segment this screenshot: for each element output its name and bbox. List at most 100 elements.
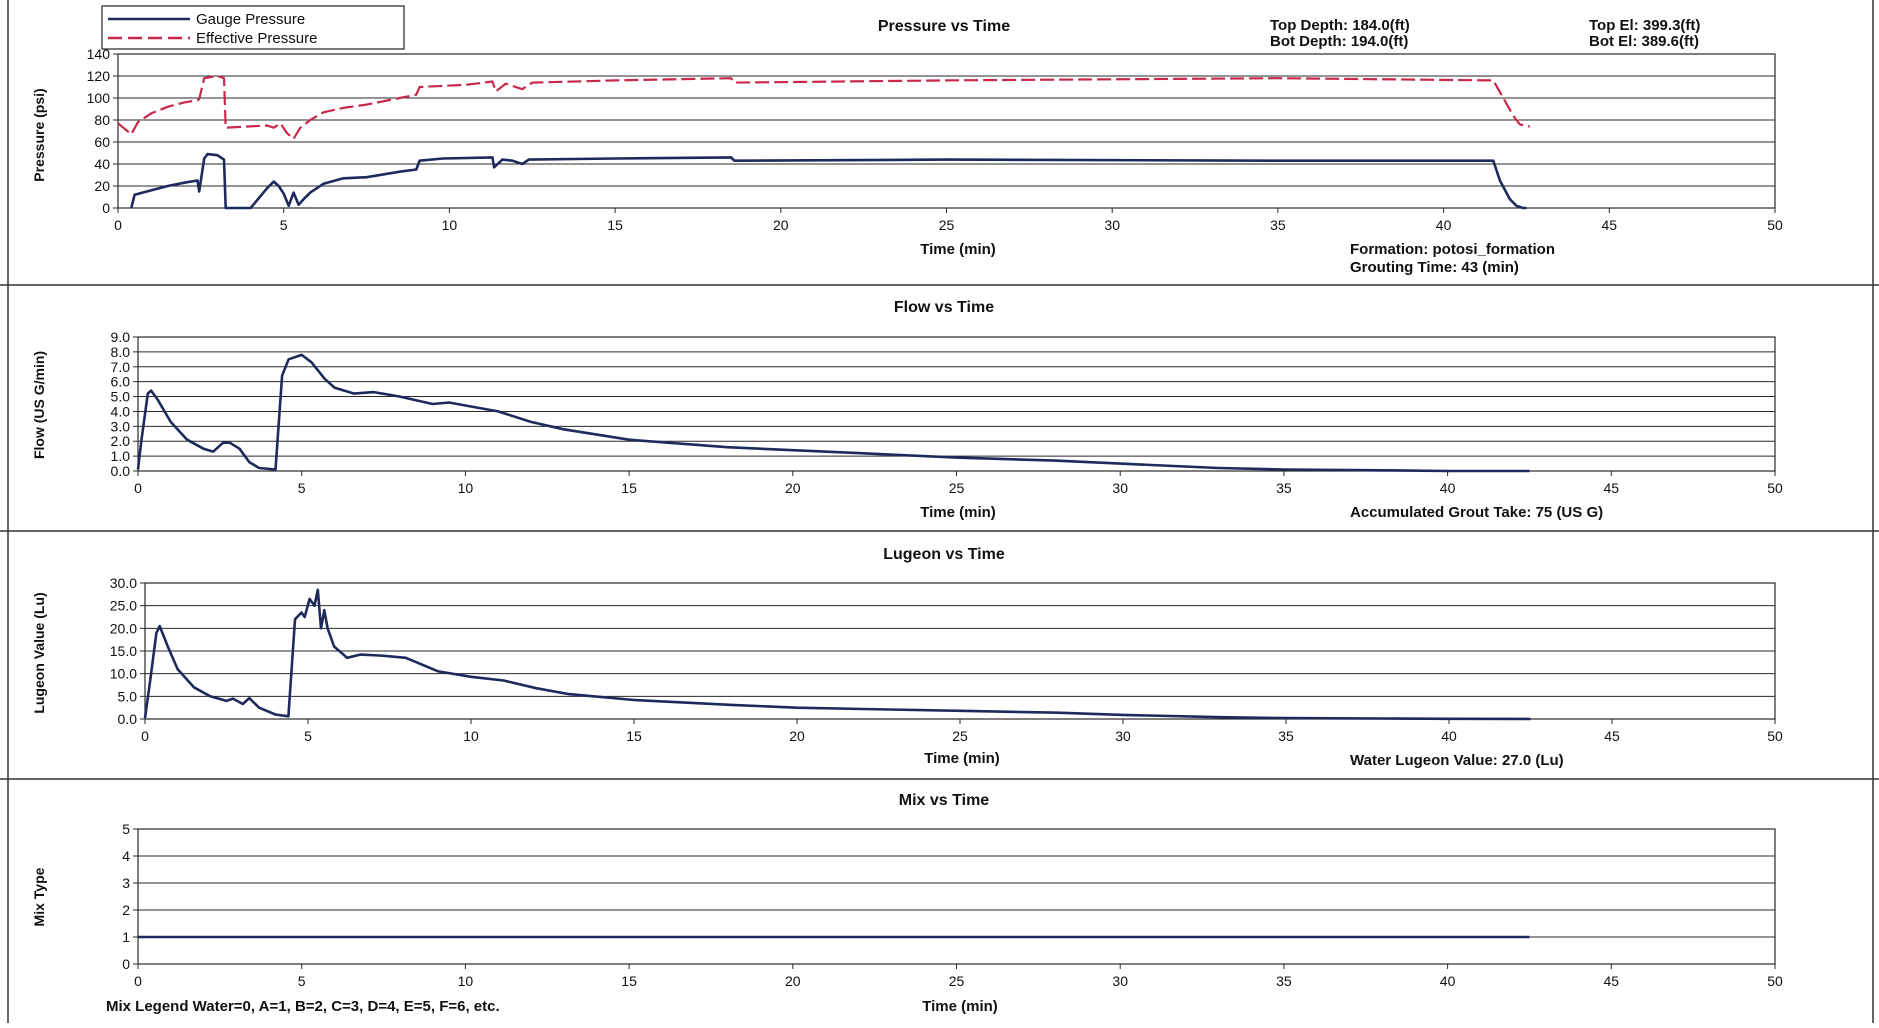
y-tick-label: 3 (122, 875, 130, 891)
y-tick-label: 20.0 (110, 620, 137, 636)
y-tick-label: 5.0 (118, 688, 138, 704)
y-tick-label: 10.0 (110, 666, 137, 682)
x-tick-label: 35 (1270, 217, 1286, 233)
x-tick-label: 45 (1604, 973, 1620, 989)
y-tick-label: 60 (94, 134, 110, 150)
y-tick-label: 5 (122, 821, 130, 837)
y-tick-label: 1.0 (111, 448, 131, 464)
x-tick-label: 30 (1112, 480, 1128, 496)
x-tick-label: 5 (298, 480, 306, 496)
legend-effective-label: Effective Pressure (196, 30, 317, 47)
plot-area (117, 53, 1776, 209)
x-tick-label: 5 (298, 973, 306, 989)
x-tick-label: 10 (442, 217, 458, 233)
flow-chart-title: Flow vs Time (894, 299, 994, 316)
x-tick-label: 40 (1440, 480, 1456, 496)
y-tick-label: 2 (122, 902, 130, 918)
lugeon-x-axis-label: Time (min) (924, 750, 1000, 767)
flow-y-axis-label: Flow (US G/min) (31, 351, 47, 459)
y-tick-label: 0 (102, 200, 110, 216)
lugeon-y-axis-label: Lugeon Value (Lu) (31, 592, 47, 713)
y-tick-label: 6.0 (111, 374, 131, 390)
legend-gauge-label: Gauge Pressure (196, 11, 305, 28)
pressure-chart: 0 20 40 60 80 100 120 140 0 5 10 15 20 25 30 35 40 45 50 (87, 46, 1783, 233)
pressure-chart-title: Pressure vs Time (878, 18, 1010, 35)
y-tick-label: 120 (87, 68, 111, 84)
x-tick-label: 0 (141, 728, 149, 744)
y-tick-label: 30.0 (110, 575, 137, 591)
x-tick-label: 30 (1104, 217, 1120, 233)
x-tick-label: 5 (280, 217, 288, 233)
y-tick-label: 0.0 (111, 463, 131, 479)
pressure-x-axis-label: Time (min) (920, 241, 996, 258)
x-tick-label: 15 (607, 217, 623, 233)
x-tick-label: 20 (785, 973, 801, 989)
mix-legend-text: Mix Legend Water=0, A=1, B=2, C=3, D=4, … (106, 998, 500, 1015)
bot-el-text: Bot El: 389.6(ft) (1589, 33, 1699, 50)
top-el-text: Top El: 399.3(ft) (1589, 17, 1700, 34)
y-tick-label: 25.0 (110, 598, 137, 614)
y-tick-label: 0.0 (118, 711, 138, 727)
x-tick-label: 50 (1767, 217, 1783, 233)
lugeon-chart-title: Lugeon vs Time (883, 546, 1005, 563)
top-depth-text: Top Depth: 184.0(ft) (1270, 17, 1410, 34)
x-tick-label: 50 (1767, 728, 1783, 744)
x-tick-label: 25 (949, 973, 965, 989)
y-tick-label: 4 (122, 848, 130, 864)
x-tick-label: 10 (458, 480, 474, 496)
formation-text: Formation: potosi_formation (1350, 241, 1555, 258)
x-tick-label: 15 (621, 973, 637, 989)
x-tick-label: 30 (1112, 973, 1128, 989)
x-tick-label: 20 (785, 480, 801, 496)
plot-area (137, 828, 1776, 965)
lugeon-line (143, 588, 1531, 721)
flow-chart: 0.01.02.03.04.05.06.07.08.09.0 0 5 10 15 20 25… (111, 329, 1783, 496)
y-tick-label: 8.0 (111, 344, 131, 360)
y-tick-label: 20 (94, 178, 110, 194)
x-tick-label: 45 (1604, 728, 1620, 744)
mix-y-axis-label: Mix Type (31, 867, 47, 926)
x-tick-label: 25 (949, 480, 965, 496)
x-tick-label: 45 (1602, 217, 1618, 233)
x-tick-label: 5 (304, 728, 312, 744)
x-tick-label: 40 (1440, 973, 1456, 989)
x-tick-label: 15 (626, 728, 642, 744)
y-tick-label: 140 (87, 46, 111, 62)
y-tick-label: 15.0 (110, 643, 137, 659)
x-tick-label: 25 (952, 728, 968, 744)
flow-x-axis-label: Time (min) (920, 504, 996, 521)
gauge-pressure-line (130, 152, 1527, 210)
x-tick-label: 50 (1767, 973, 1783, 989)
effective-pressure-line (117, 74, 1531, 140)
x-tick-label: 25 (939, 217, 955, 233)
x-tick-label: 20 (789, 728, 805, 744)
x-tick-label: 10 (458, 973, 474, 989)
lugeon-chart: 0.0 5.0 10.0 15.0 20.0 25.0 30.0 0 5 10 15 20 25 30 35… (110, 575, 1783, 744)
plot-area (144, 582, 1776, 720)
x-tick-label: 0 (114, 217, 122, 233)
legend-box (101, 5, 405, 50)
pressure-y-axis-label: Pressure (psi) (31, 88, 47, 181)
x-tick-label: 35 (1276, 973, 1292, 989)
x-tick-label: 0 (134, 973, 142, 989)
bot-depth-text: Bot Depth: 194.0(ft) (1270, 33, 1408, 50)
y-tick-label: 5.0 (111, 389, 131, 405)
x-tick-label: 45 (1604, 480, 1620, 496)
y-tick-label: 80 (94, 112, 110, 128)
x-tick-label: 40 (1436, 217, 1452, 233)
pressure-legend: Gauge Pressure Effective Pressure (101, 5, 405, 50)
y-tick-label: 3.0 (111, 418, 131, 434)
plot-area (137, 336, 1776, 472)
y-tick-label: 0 (122, 956, 130, 972)
x-tick-label: 35 (1276, 480, 1292, 496)
mix-chart-title: Mix vs Time (899, 792, 990, 809)
x-tick-label: 20 (773, 217, 789, 233)
x-tick-label: 30 (1115, 728, 1131, 744)
grout-take-text: Accumulated Grout Take: 75 (US G) (1350, 504, 1603, 521)
y-tick-label: 4.0 (111, 403, 131, 419)
y-tick-label: 100 (87, 90, 111, 106)
grouting-time-text: Grouting Time: 43 (min) (1350, 259, 1519, 276)
